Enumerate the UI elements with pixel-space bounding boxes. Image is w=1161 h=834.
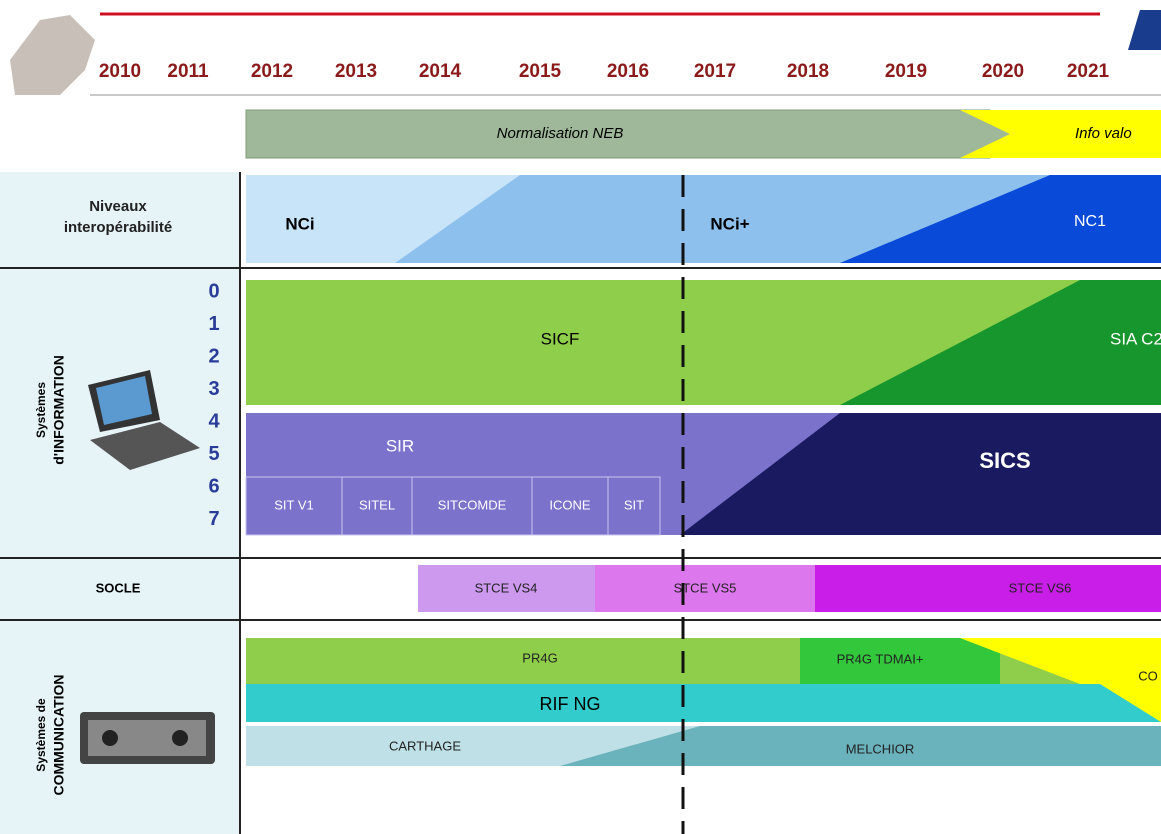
year-label: 2012 bbox=[251, 61, 293, 82]
level-label: NCi bbox=[285, 214, 314, 233]
phase-label: Normalisation NEB bbox=[497, 125, 624, 142]
system-label: CARTHAGE bbox=[389, 738, 461, 753]
sub-system-label: SITEL bbox=[359, 497, 395, 512]
year-label: 2010 bbox=[99, 61, 141, 82]
system-label: RIF NG bbox=[540, 694, 601, 714]
version-label: STCE VS6 bbox=[1009, 580, 1072, 595]
radio-icon bbox=[80, 712, 215, 764]
system-label: SIA C2 bbox=[1110, 329, 1161, 348]
year-label: 2020 bbox=[982, 61, 1024, 82]
layer-number: 2 bbox=[208, 345, 219, 367]
row-label: Systèmes bbox=[34, 382, 48, 438]
roadmap: 2010201120122013201420152016201720182019… bbox=[0, 0, 1161, 834]
year-label: 2013 bbox=[335, 61, 377, 82]
phase-label: Info valo bbox=[1075, 125, 1132, 142]
layer-number: 4 bbox=[208, 410, 220, 432]
system-label: PR4G bbox=[522, 650, 557, 665]
sub-system-label: SITCOMDE bbox=[438, 497, 507, 512]
row-label: Systèmes de bbox=[34, 698, 48, 772]
level-label: NC1 bbox=[1074, 213, 1106, 230]
radio-knob bbox=[172, 730, 188, 746]
system-label: SIR bbox=[386, 436, 414, 455]
radio-knob bbox=[102, 730, 118, 746]
row-label: d'INFORMATION bbox=[51, 355, 67, 465]
year-label: 2017 bbox=[694, 61, 736, 82]
row-label: SOCLE bbox=[96, 580, 141, 595]
year-label: 2015 bbox=[519, 61, 562, 82]
sub-system-label: ICONE bbox=[549, 497, 591, 512]
layer-number: 7 bbox=[208, 508, 219, 530]
row-label: Niveaux bbox=[89, 198, 147, 215]
year-label: 2021 bbox=[1067, 61, 1110, 82]
sub-system-label: SIT bbox=[624, 497, 644, 512]
system-label: SICF bbox=[541, 329, 580, 348]
system-label: CO bbox=[1138, 668, 1158, 683]
layer-number: 0 bbox=[208, 280, 219, 302]
layer-number: 1 bbox=[208, 313, 219, 335]
rifng-band bbox=[246, 684, 1161, 722]
year-label: 2014 bbox=[419, 61, 462, 82]
version-label: STCE VS4 bbox=[475, 580, 538, 595]
phase-arrow bbox=[246, 110, 1040, 158]
layer-number: 6 bbox=[208, 475, 219, 497]
layer-number: 3 bbox=[208, 378, 219, 400]
layer-number: 5 bbox=[208, 443, 219, 465]
sub-system-label: SIT V1 bbox=[274, 497, 314, 512]
year-label: 2019 bbox=[885, 61, 927, 82]
row-label: COMMUNICATION bbox=[51, 674, 67, 795]
system-label: MELCHIOR bbox=[846, 741, 915, 756]
system-label: PR4G TDMAI+ bbox=[837, 651, 924, 666]
system-label: SICS bbox=[979, 448, 1030, 473]
level-label: NCi+ bbox=[710, 214, 749, 233]
year-label: 2018 bbox=[787, 61, 829, 82]
row-label: interopérabilité bbox=[64, 219, 172, 236]
year-label: 2011 bbox=[167, 61, 209, 82]
year-label: 2016 bbox=[607, 61, 649, 82]
version-band bbox=[815, 565, 1161, 612]
